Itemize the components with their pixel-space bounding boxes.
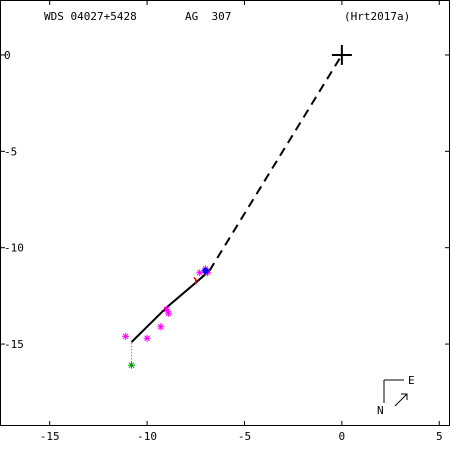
y-axis: 0 -5 -10 -15 <box>1 49 449 351</box>
y-tick-label: -5 <box>4 145 17 158</box>
asterisk-stroke <box>128 362 135 369</box>
y-tick-label: -15 <box>4 338 24 351</box>
observation-point <box>196 269 204 277</box>
x-tick-label: 0 <box>339 430 346 443</box>
asterisk-stroke <box>157 323 164 330</box>
x-tick-label: 5 <box>436 430 443 443</box>
observation-point <box>122 332 130 340</box>
first-observation-point <box>128 361 136 369</box>
motion-arrow-shaft <box>394 393 408 407</box>
observation-point <box>157 323 165 331</box>
reference-label: (Hrt2017a) <box>344 10 410 23</box>
observation-point <box>143 334 151 342</box>
x-tick-label: -10 <box>137 430 157 443</box>
motion-arrow-head <box>401 393 408 400</box>
asterisk-stroke <box>122 333 129 340</box>
plot-frame <box>0 0 450 426</box>
residual-marker <box>193 276 197 285</box>
compass-north-label: N <box>377 404 384 417</box>
observation-point <box>163 305 171 313</box>
line-to-primary <box>208 54 343 272</box>
y-tick-label: 0 <box>4 49 11 62</box>
discoverer-label: AG 307 <box>185 10 231 23</box>
asterisk-stroke <box>165 310 172 317</box>
x-tick-label: -5 <box>238 430 251 443</box>
orbit-arc <box>130 270 211 343</box>
asterisk-stroke <box>144 335 150 342</box>
asterisk-stroke <box>196 269 203 276</box>
x-tick-label: -15 <box>40 430 60 443</box>
compass: E N <box>377 374 415 417</box>
compass-east-label: E <box>408 374 415 387</box>
x-axis: -15 -10 -5 0 5 <box>40 1 443 443</box>
wds-label: WDS 04027+5428 <box>44 10 137 23</box>
y-tick-label: -10 <box>4 242 24 255</box>
asterisk-stroke <box>163 306 170 313</box>
current-position-dot <box>202 267 209 275</box>
plot-marks <box>122 44 352 369</box>
